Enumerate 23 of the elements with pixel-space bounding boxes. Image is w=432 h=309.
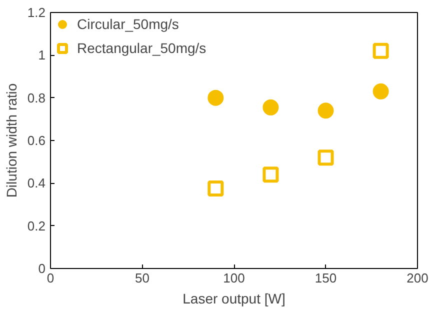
y-tick-label: 0.6 [27, 133, 46, 148]
x-tick-label: 150 [314, 270, 337, 286]
point [372, 83, 389, 100]
x-axis-title: Laser output [W] [182, 290, 286, 306]
legend-label: Circular_50mg/s [77, 16, 179, 32]
point [318, 150, 334, 166]
y-tick-label: 1.2 [27, 5, 46, 20]
point [208, 180, 224, 196]
y-tick-label: 0.2 [27, 218, 46, 234]
legend-label: Rectangular_50mg/s [77, 40, 206, 56]
point [262, 166, 279, 183]
x-tick-label: 100 [223, 270, 245, 286]
x-tick-label: 200 [406, 270, 428, 286]
point [262, 99, 279, 116]
x-tick-label: 50 [135, 270, 150, 286]
y-tick-label: 0.4 [27, 176, 46, 191]
point [372, 42, 389, 59]
y-axis-title: Dilution width ratio [3, 83, 20, 198]
point [318, 102, 334, 119]
y-tick-label: 0.8 [27, 90, 46, 106]
y-tick-label: 1 [38, 48, 46, 63]
y-tick-label: 0 [38, 261, 46, 276]
point [208, 90, 224, 106]
